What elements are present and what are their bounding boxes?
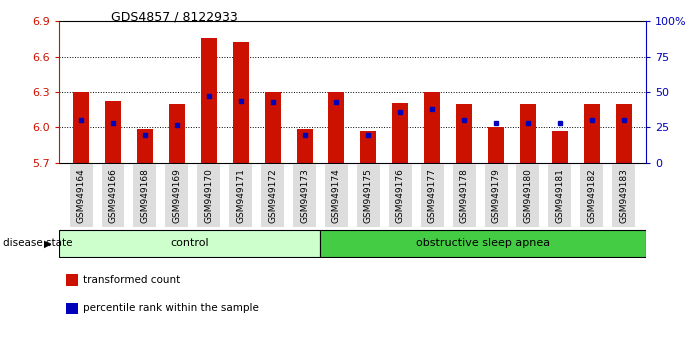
Bar bbox=[169, 104, 184, 163]
Bar bbox=[392, 103, 408, 163]
FancyBboxPatch shape bbox=[389, 164, 412, 227]
FancyBboxPatch shape bbox=[580, 164, 603, 227]
FancyBboxPatch shape bbox=[165, 164, 189, 227]
FancyBboxPatch shape bbox=[325, 164, 348, 227]
FancyBboxPatch shape bbox=[229, 164, 252, 227]
Bar bbox=[265, 92, 281, 163]
Text: GSM949171: GSM949171 bbox=[236, 168, 245, 223]
FancyBboxPatch shape bbox=[357, 164, 380, 227]
Bar bbox=[552, 131, 568, 163]
FancyBboxPatch shape bbox=[102, 164, 124, 227]
FancyBboxPatch shape bbox=[321, 230, 646, 257]
Bar bbox=[488, 127, 504, 163]
Text: GSM949166: GSM949166 bbox=[108, 168, 117, 223]
FancyBboxPatch shape bbox=[484, 164, 508, 227]
Text: GSM949179: GSM949179 bbox=[491, 168, 500, 223]
Text: GSM949178: GSM949178 bbox=[460, 168, 468, 223]
Text: GSM949174: GSM949174 bbox=[332, 168, 341, 223]
Text: GSM949182: GSM949182 bbox=[587, 168, 596, 223]
FancyBboxPatch shape bbox=[453, 164, 475, 227]
Text: GSM949169: GSM949169 bbox=[172, 168, 181, 223]
Bar bbox=[584, 104, 600, 163]
Bar bbox=[233, 42, 249, 163]
Text: GDS4857 / 8122933: GDS4857 / 8122933 bbox=[111, 11, 237, 24]
Bar bbox=[456, 104, 472, 163]
FancyBboxPatch shape bbox=[197, 164, 220, 227]
Text: GSM949173: GSM949173 bbox=[300, 168, 309, 223]
Text: GSM949181: GSM949181 bbox=[556, 168, 565, 223]
FancyBboxPatch shape bbox=[59, 230, 321, 257]
Bar bbox=[424, 92, 440, 163]
Bar bbox=[361, 131, 377, 163]
FancyBboxPatch shape bbox=[70, 164, 93, 227]
Text: obstructive sleep apnea: obstructive sleep apnea bbox=[416, 238, 550, 249]
Text: GSM949170: GSM949170 bbox=[205, 168, 214, 223]
FancyBboxPatch shape bbox=[612, 164, 635, 227]
Bar bbox=[520, 104, 536, 163]
Text: GSM949168: GSM949168 bbox=[140, 168, 149, 223]
Text: percentile rank within the sample: percentile rank within the sample bbox=[83, 303, 259, 313]
Text: GSM949180: GSM949180 bbox=[524, 168, 533, 223]
Text: GSM949172: GSM949172 bbox=[268, 168, 277, 223]
Bar bbox=[328, 92, 344, 163]
Bar bbox=[105, 102, 121, 163]
FancyBboxPatch shape bbox=[516, 164, 540, 227]
FancyBboxPatch shape bbox=[421, 164, 444, 227]
Text: ▶: ▶ bbox=[44, 238, 52, 249]
Text: GSM949177: GSM949177 bbox=[428, 168, 437, 223]
FancyBboxPatch shape bbox=[261, 164, 284, 227]
Text: GSM949175: GSM949175 bbox=[364, 168, 373, 223]
Bar bbox=[296, 129, 312, 163]
Bar bbox=[201, 38, 217, 163]
Bar bbox=[616, 104, 632, 163]
Bar bbox=[137, 129, 153, 163]
FancyBboxPatch shape bbox=[133, 164, 156, 227]
FancyBboxPatch shape bbox=[293, 164, 316, 227]
Bar bbox=[73, 92, 89, 163]
Text: disease state: disease state bbox=[3, 238, 73, 249]
Text: transformed count: transformed count bbox=[83, 275, 180, 285]
Text: GSM949164: GSM949164 bbox=[77, 168, 86, 223]
FancyBboxPatch shape bbox=[549, 164, 571, 227]
Text: GSM949176: GSM949176 bbox=[396, 168, 405, 223]
Text: control: control bbox=[170, 238, 209, 249]
Text: GSM949183: GSM949183 bbox=[619, 168, 628, 223]
